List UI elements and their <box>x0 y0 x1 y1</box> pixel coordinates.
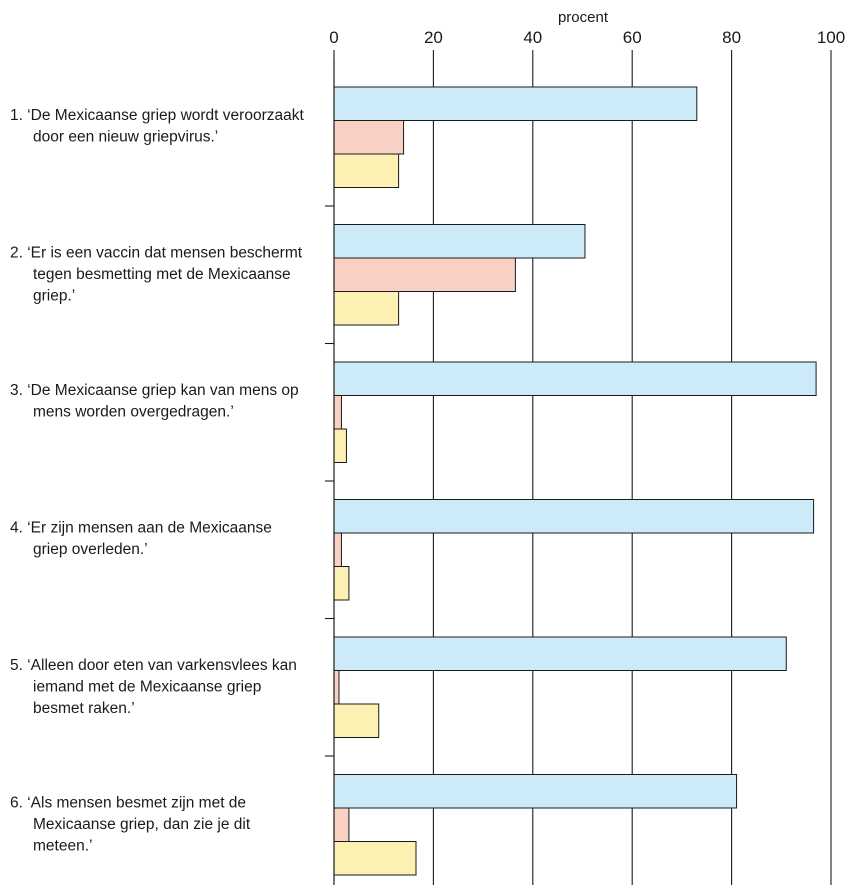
bar <box>333 703 380 738</box>
bar <box>333 153 400 188</box>
x-axis-title: procent <box>558 9 609 26</box>
x-tick-label: 60 <box>623 28 642 47</box>
bar <box>333 841 417 876</box>
category-label: 5. ‘Alleen door eten van varkensvlees ka… <box>10 657 297 717</box>
category-label: 6. ‘Als mensen besmet zijn met de Mexicaa… <box>10 795 251 855</box>
x-tick-label: 0 <box>329 28 338 47</box>
category-labels: 1. ‘De Mexicaanse griep wordt veroorzaak… <box>10 107 304 855</box>
x-tick-label: 80 <box>722 28 741 47</box>
bar <box>333 636 787 671</box>
bar <box>333 428 347 463</box>
bar <box>333 670 340 705</box>
category-label: 4. ‘Er zijn mensen aan de Mexicaanse grie… <box>10 520 272 559</box>
bar <box>333 224 586 259</box>
bar <box>333 499 815 534</box>
bar <box>333 395 342 430</box>
bar <box>333 807 350 842</box>
category-label: 3. ‘De Mexicaanse griep kan van mens op m… <box>10 382 299 421</box>
bars <box>333 86 817 876</box>
axes: 0 20 40 60 80 100 <box>325 28 845 885</box>
bar <box>333 257 516 292</box>
bar <box>333 291 400 326</box>
bar <box>333 361 817 396</box>
x-tick-label: 20 <box>424 28 443 47</box>
bar <box>333 774 738 809</box>
category-label: 1. ‘De Mexicaanse griep wordt veroorzaak… <box>10 107 304 146</box>
bar <box>333 532 342 567</box>
x-tick-label: 100 <box>817 28 845 47</box>
gridlines <box>432 58 832 885</box>
x-tick-label: 40 <box>523 28 542 47</box>
category-label: 2. ‘Er is een vaccin dat mensen bescherm… <box>10 245 303 305</box>
bar <box>333 86 698 121</box>
bar <box>333 120 405 155</box>
bar <box>333 566 350 601</box>
